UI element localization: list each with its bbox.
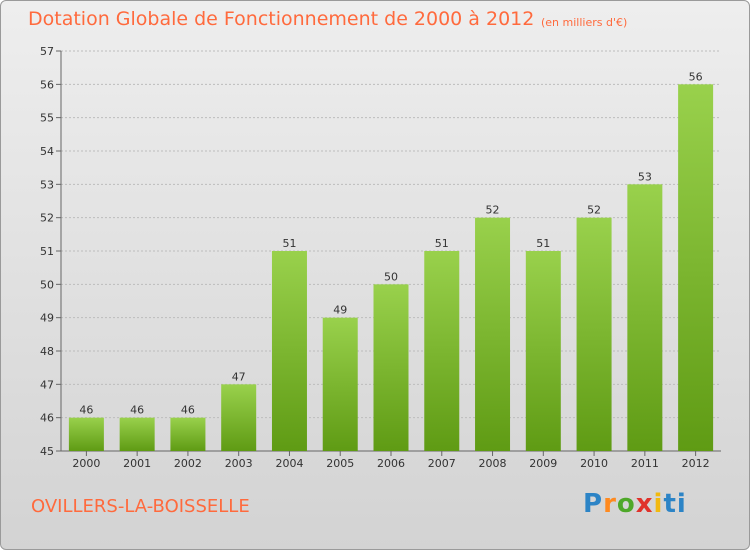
y-tick-label: 50	[40, 278, 54, 291]
y-tick-label: 55	[40, 112, 54, 125]
y-tick-label: 49	[40, 312, 54, 325]
y-tick-label: 52	[40, 212, 54, 225]
bar-2007	[424, 251, 460, 451]
x-tick-label-2005: 2005	[326, 457, 354, 470]
bars	[68, 84, 714, 452]
x-tick-label-2002: 2002	[174, 457, 202, 470]
data-labels: 46 46 46 47 51 49 50 51 52 51 52 53 56	[79, 70, 702, 416]
bar-2006	[373, 284, 409, 451]
commune-name: OVILLERS-LA-BOISSELLE	[31, 496, 250, 517]
y-tick-label: 53	[40, 178, 54, 191]
value-label-2011: 53	[638, 170, 652, 183]
x-tick-label-2001: 2001	[123, 457, 151, 470]
x-tick-label-2009: 2009	[529, 457, 557, 470]
chart-title: Dotation Globale de Fonctionnement de 20…	[28, 8, 535, 30]
x-tick-label-2004: 2004	[275, 457, 303, 470]
x-tick-label-2012: 2012	[682, 457, 710, 470]
logo-letter: i	[676, 489, 687, 519]
x-tick-label-2008: 2008	[479, 457, 507, 470]
y-tick-label: 47	[40, 378, 54, 391]
value-label-2006: 50	[384, 270, 398, 283]
value-label-2000: 46	[79, 404, 93, 417]
value-label-2010: 52	[587, 204, 601, 217]
value-label-2005: 49	[333, 304, 347, 317]
bar-2002	[170, 417, 206, 451]
axes: 45 46 47 48 49 50 51 52 53 54 55 56 57 2000 2001 2002 20…	[40, 45, 721, 470]
y-tick-label: 56	[40, 78, 54, 91]
x-tick-label-2011: 2011	[631, 457, 659, 470]
bar-2005	[322, 317, 358, 451]
value-label-2002: 46	[181, 404, 195, 417]
bar-2004	[271, 251, 307, 451]
bar-2009	[525, 251, 561, 451]
bar-2010	[576, 217, 612, 451]
y-tick-label: 57	[40, 45, 54, 58]
bar-2008	[475, 217, 511, 451]
x-tick-label-2006: 2006	[377, 457, 405, 470]
bar-2012	[678, 84, 714, 451]
logo-letter: x	[635, 489, 654, 519]
proxiti-logo[interactable]: Proxiti	[583, 489, 687, 519]
value-label-2008: 52	[486, 204, 500, 217]
bar-2001	[119, 417, 155, 451]
x-tick-label-2010: 2010	[580, 457, 608, 470]
bar-2000	[68, 417, 104, 451]
x-tick-label-2000: 2000	[72, 457, 100, 470]
y-tick-label: 54	[40, 145, 54, 158]
value-label-2004: 51	[282, 237, 296, 250]
logo-letter: o	[616, 489, 636, 519]
bar-2011	[627, 184, 663, 452]
value-label-2012: 56	[689, 70, 703, 83]
value-label-2001: 46	[130, 404, 144, 417]
bar-2003	[221, 384, 257, 451]
x-tick-label-2003: 2003	[225, 457, 253, 470]
value-label-2007: 51	[435, 237, 449, 250]
x-tick-label-2007: 2007	[428, 457, 456, 470]
y-tick-label: 45	[40, 445, 54, 458]
logo-letter: P	[583, 489, 604, 519]
logo-letter: r	[603, 489, 617, 519]
y-tick-label: 46	[40, 412, 54, 425]
logo-letter: i	[653, 489, 664, 519]
logo-letter: t	[663, 489, 677, 519]
value-label-2003: 47	[232, 370, 246, 383]
y-tick-label: 51	[40, 245, 54, 258]
value-label-2009: 51	[536, 237, 550, 250]
y-tick-label: 48	[40, 345, 54, 358]
chart-subtitle: (en milliers d'€)	[541, 16, 628, 29]
